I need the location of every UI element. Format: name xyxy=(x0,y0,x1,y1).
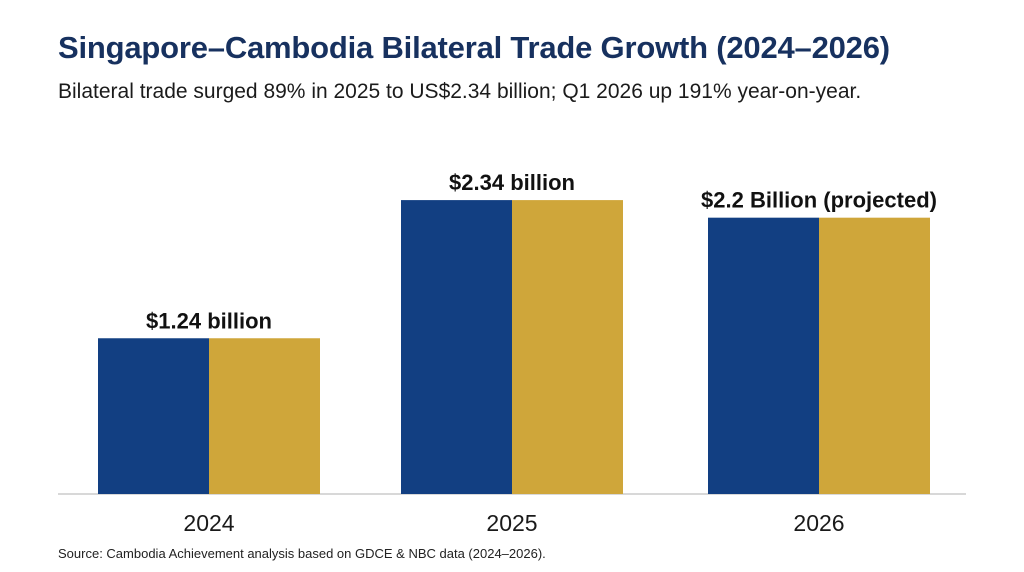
bar-2026-gold xyxy=(819,217,930,494)
x-tick-label-2026: 2026 xyxy=(793,510,844,536)
source-note: Source: Cambodia Achievement analysis ba… xyxy=(58,546,546,561)
chart-title: Singapore–Cambodia Bilateral Trade Growt… xyxy=(58,30,890,65)
x-tick-label-2024: 2024 xyxy=(183,510,234,536)
x-tick-labels-group: 2024 2025 2026 xyxy=(183,510,844,536)
x-tick-label-2025: 2025 xyxy=(486,510,537,536)
data-label-2025: $2.34 billion xyxy=(449,170,575,195)
bars-group xyxy=(98,200,930,494)
bar-2026-blue xyxy=(708,217,819,494)
bar-2025-blue xyxy=(401,200,512,494)
data-labels-group: $1.24 billion $2.34 billion $2.2 Billion (… xyxy=(146,170,937,333)
data-label-2024: $1.24 billion xyxy=(146,308,272,333)
chart-subtitle: Bilateral trade surged 89% in 2025 to US… xyxy=(58,80,862,103)
bar-2024-blue xyxy=(98,338,209,494)
bar-2024-gold xyxy=(209,338,320,494)
bar-2025-gold xyxy=(512,200,623,494)
data-label-2026: $2.2 Billion (projected) xyxy=(701,188,937,213)
